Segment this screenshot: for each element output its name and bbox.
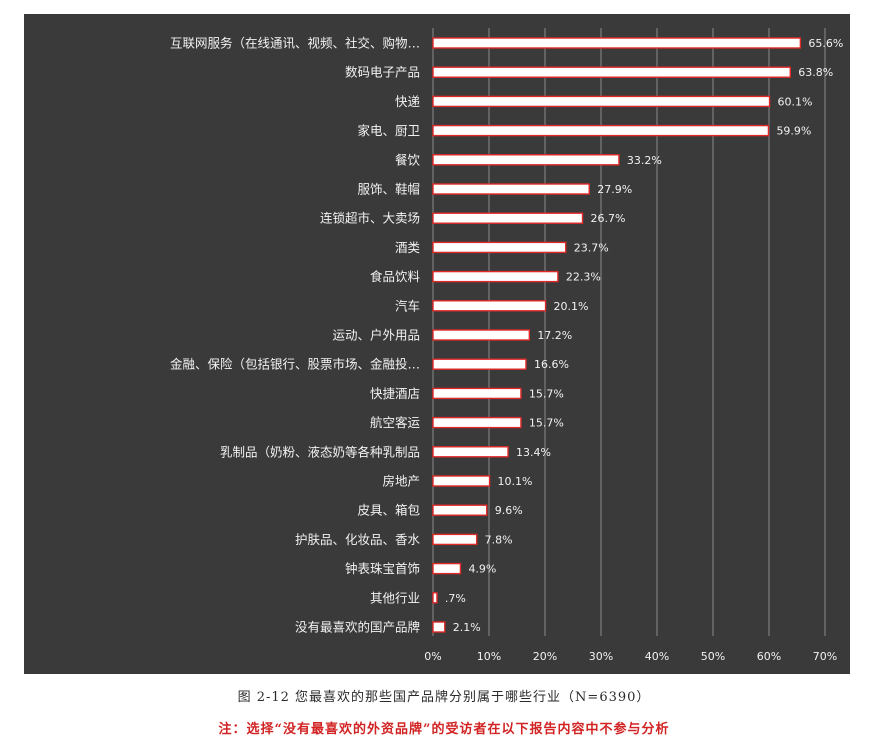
bar xyxy=(432,387,522,400)
category-label: 运动、户外用品 xyxy=(332,328,420,343)
category-label: 房地产 xyxy=(382,474,420,489)
category-label: 其他行业 xyxy=(370,590,420,605)
data-label: 10.1% xyxy=(498,475,533,488)
data-label: 26.7% xyxy=(591,212,626,225)
x-tick-label: 20% xyxy=(533,650,557,663)
x-tick-label: 50% xyxy=(701,650,725,663)
bar xyxy=(432,37,802,49)
x-tick-label: 40% xyxy=(645,650,669,663)
data-label: 22.3% xyxy=(566,271,601,284)
figure-caption: 图 2-12 您最喜欢的那些国产品牌分别属于哪些行业（N=6390） xyxy=(237,690,651,705)
data-label: 15.7% xyxy=(529,417,564,430)
category-label: 餐饮 xyxy=(395,152,421,167)
category-label: 快递 xyxy=(395,94,421,109)
data-label: 17.2% xyxy=(537,329,572,342)
category-label: 皮具、箱包 xyxy=(357,503,420,518)
bar xyxy=(432,475,491,487)
data-label: 2.1% xyxy=(453,621,481,634)
category-label: 航空客运 xyxy=(370,415,421,430)
x-tick-label: 0% xyxy=(424,650,441,663)
category-label: 乳制品（奶粉、液态奶等各种乳制品 xyxy=(220,444,420,459)
bar xyxy=(432,533,478,546)
category-label: 连锁超市、大卖场 xyxy=(320,211,420,226)
bar xyxy=(432,358,527,370)
bar xyxy=(432,66,791,78)
category-label: 数码电子产品 xyxy=(345,65,420,80)
data-label: 23.7% xyxy=(574,241,609,254)
bar xyxy=(432,416,522,429)
bar xyxy=(432,154,620,166)
data-label: 60.1% xyxy=(778,95,813,108)
data-label: 13.4% xyxy=(516,446,551,459)
data-label: 33.2% xyxy=(627,154,662,167)
data-label: 59.9% xyxy=(776,125,811,138)
category-label: 服饰、鞋帽 xyxy=(357,182,420,197)
data-label: 4.9% xyxy=(468,563,496,576)
category-label: 食品饮料 xyxy=(370,269,421,284)
category-label: 家电、厨卫 xyxy=(357,123,420,138)
analysis-note: 注：选择“没有最喜欢的外资品牌”的受访者在以下报告内容中不参与分析 xyxy=(218,722,670,737)
x-tick-label: 70% xyxy=(813,650,837,663)
data-label: 65.6% xyxy=(808,37,843,50)
bar xyxy=(432,562,462,575)
bar xyxy=(432,270,559,283)
bar xyxy=(432,300,547,312)
bar xyxy=(432,446,509,458)
category-label: 汽车 xyxy=(395,298,420,313)
bar xyxy=(432,329,531,341)
bar xyxy=(432,183,590,195)
x-tick-label: 60% xyxy=(757,650,781,663)
data-label: 63.8% xyxy=(798,66,833,79)
data-label: .7% xyxy=(445,592,466,605)
x-tick-label: 30% xyxy=(589,650,613,663)
bar xyxy=(432,212,584,224)
category-label: 互联网服务（在线通讯、视频、社交、购物… xyxy=(170,36,420,51)
category-label: 金融、保险（包括银行、股票市场、金融投… xyxy=(170,357,420,372)
bar xyxy=(432,592,438,604)
category-label: 快捷酒店 xyxy=(370,386,420,401)
category-label: 护肤品、化妆品、香水 xyxy=(295,532,421,547)
data-label: 9.6% xyxy=(495,504,523,517)
data-label: 16.6% xyxy=(534,358,569,371)
chart-panel: 0% 10% 20% 30% 40% 50% 60% 70% 互联网服务（在线通讯、视频、社交、… xyxy=(24,14,850,674)
bar xyxy=(432,621,446,633)
bar-chart: 0% 10% 20% 30% 40% 50% 60% 70% 互联网服务（在线通讯、视频、社交、… xyxy=(170,28,843,663)
bar xyxy=(432,241,567,254)
category-label: 钟表珠宝首饰 xyxy=(345,561,420,576)
data-label: 15.7% xyxy=(529,387,564,400)
category-label: 没有最喜欢的国产品牌 xyxy=(295,620,420,635)
bar xyxy=(432,95,771,108)
data-label: 7.8% xyxy=(485,533,513,546)
data-label: 27.9% xyxy=(597,183,632,196)
bar xyxy=(432,124,770,137)
x-tick-label: 10% xyxy=(477,650,501,663)
data-label: 20.1% xyxy=(554,300,589,313)
bar xyxy=(432,504,488,516)
category-label: 酒类 xyxy=(395,240,421,255)
